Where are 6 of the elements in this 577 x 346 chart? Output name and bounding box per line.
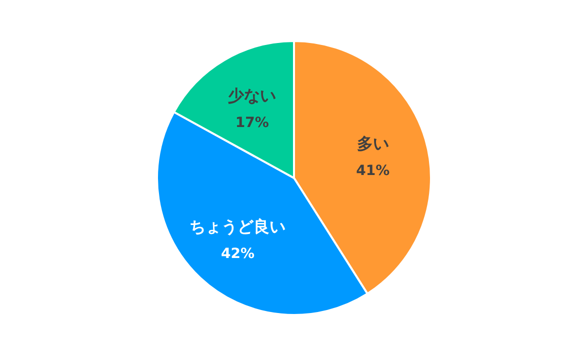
slice-label: 少ない bbox=[228, 86, 276, 106]
slice-label: 多い bbox=[356, 134, 389, 154]
data-label: 17% bbox=[235, 115, 269, 132]
slice-label: ちょうど良い bbox=[190, 216, 286, 236]
data-label: 41% bbox=[356, 163, 390, 180]
data-label: 42% bbox=[220, 246, 254, 262]
